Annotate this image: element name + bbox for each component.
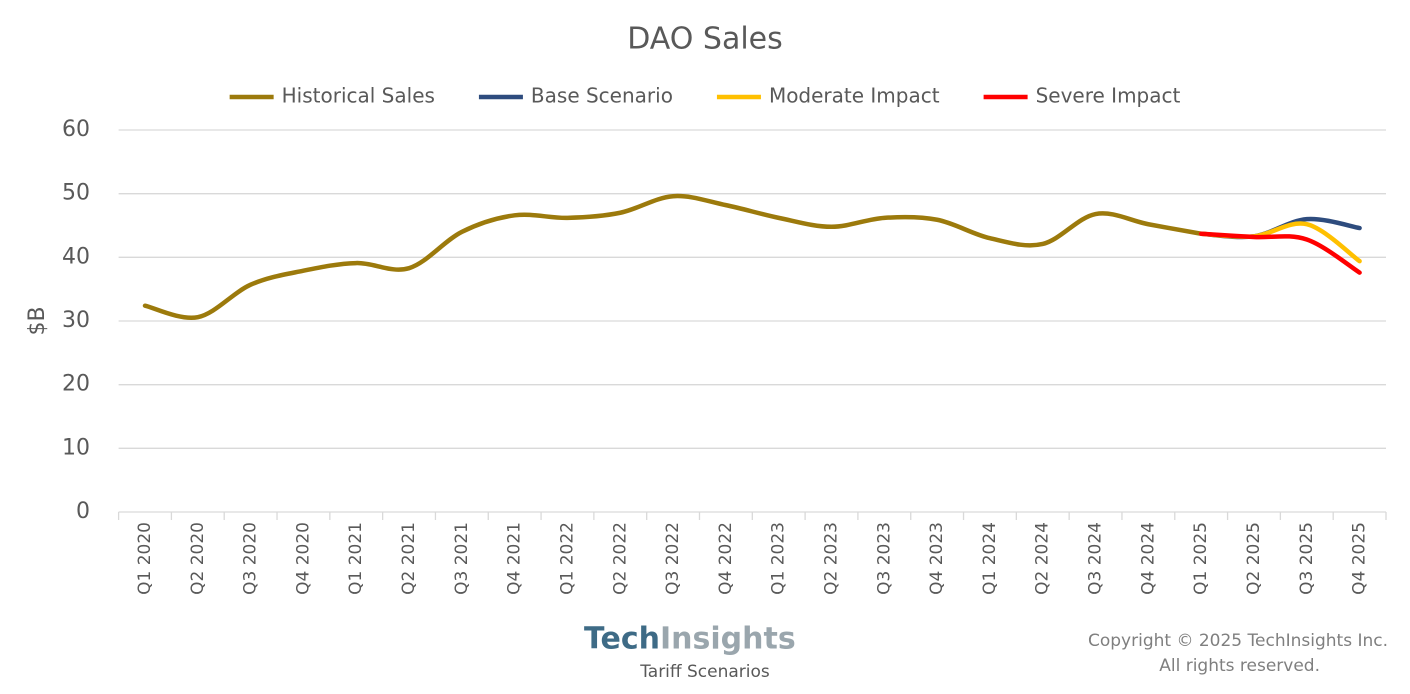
x-tick-label: Q4 2024 [1138, 522, 1158, 595]
x-tick-label: Q2 2024 [1033, 522, 1053, 595]
legend-label: Base Scenario [531, 84, 673, 108]
x-tick-label: Q3 2023 [874, 522, 894, 595]
x-tick-label: Q1 2023 [769, 522, 789, 595]
x-tick-label: Q2 2023 [822, 522, 842, 595]
x-tick-label: Q4 2020 [293, 522, 313, 595]
x-tick-label: Q1 2025 [1191, 522, 1211, 595]
logo-tech: Tech [584, 622, 660, 657]
x-tick-label: Q1 2021 [346, 522, 366, 595]
y-tick-label: 30 [62, 308, 90, 333]
y-tick-label: 50 [62, 181, 90, 206]
copyright: All rights reserved. [1159, 656, 1320, 676]
caption: Tariff Scenarios [639, 662, 770, 682]
y-axis-label: $B [25, 306, 50, 335]
x-tick-label: Q3 2020 [241, 522, 261, 595]
x-tick-label: Q4 2023 [927, 522, 947, 595]
x-tick-label: Q2 2022 [610, 522, 630, 595]
x-tick-label: Q4 2022 [716, 522, 736, 595]
y-tick-label: 40 [62, 244, 90, 269]
x-tick-label: Q1 2024 [980, 522, 1000, 595]
x-tick-label: Q1 2022 [557, 522, 577, 595]
x-tick-label: Q3 2025 [1297, 522, 1317, 595]
logo-insights: Insights [660, 622, 796, 657]
x-tick-label: Q3 2021 [452, 522, 472, 595]
series-line [142, 193, 1204, 321]
x-tick-label: Q1 2020 [135, 522, 155, 595]
x-tick-label: Q4 2025 [1350, 522, 1370, 595]
x-tick-label: Q2 2021 [399, 522, 419, 595]
x-tick-label: Q2 2020 [188, 522, 208, 595]
x-tick-label: Q3 2022 [663, 522, 683, 595]
y-tick-label: 10 [62, 435, 90, 460]
legend-label: Severe Impact [1036, 84, 1181, 108]
series-line [1198, 231, 1362, 275]
y-tick-label: 60 [62, 117, 90, 142]
x-tick-label: Q4 2021 [505, 522, 525, 595]
legend-label: Moderate Impact [769, 84, 940, 108]
y-tick-label: 20 [62, 372, 90, 397]
x-tick-label: Q2 2025 [1244, 522, 1264, 595]
legend-label: Historical Sales [282, 84, 435, 108]
x-tick-label: Q3 2024 [1086, 522, 1106, 595]
chart-title: DAO Sales [627, 22, 783, 57]
copyright: Copyright © 2025 TechInsights Inc. [1088, 631, 1388, 651]
y-tick-label: 0 [76, 499, 90, 524]
